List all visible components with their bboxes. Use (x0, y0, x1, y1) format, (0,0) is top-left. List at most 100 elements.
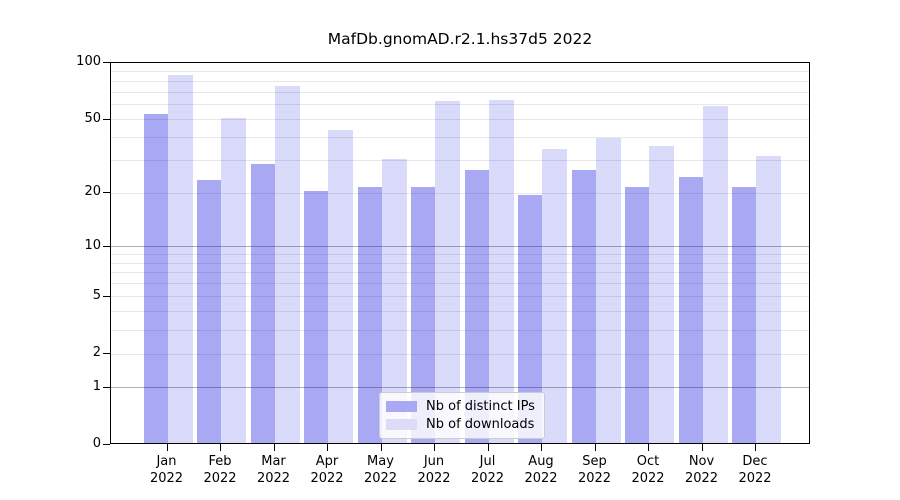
y-tick-mark (103, 192, 110, 193)
year-label: 2022 (470, 471, 505, 486)
minor-gridline (111, 80, 809, 82)
legend: Nb of distinct IPs Nb of downloads (379, 392, 545, 439)
plot-area (110, 62, 810, 444)
legend-label-distinct-ips: Nb of distinct IPs (426, 398, 535, 414)
year-label: 2022 (631, 471, 665, 486)
bar-downloads (649, 146, 674, 443)
chart-title: MafDb.gnomAD.r2.1.hs37d5 2022 (327, 30, 593, 48)
downloads-swatch-icon (386, 419, 417, 431)
minor-gridline (111, 137, 809, 139)
minor-gridline (111, 311, 809, 313)
x-tick-mark (648, 444, 649, 451)
x-tick-mark (755, 444, 756, 451)
bar-downloads (221, 117, 246, 443)
minor-gridline (111, 296, 809, 298)
year-label: 2022 (577, 471, 612, 486)
x-tick-label: Apr 2022 (292, 453, 362, 487)
month-label: Nov (688, 454, 715, 469)
minor-gridline (111, 283, 809, 285)
x-tick-mark (220, 444, 221, 451)
minor-gridline (111, 329, 809, 331)
minor-gridline (111, 253, 809, 255)
bar-downloads (167, 75, 193, 443)
minor-gridline (111, 119, 809, 121)
month-label: Feb (208, 454, 232, 469)
bar-distinct-ips (625, 187, 649, 443)
x-tick-label: Jun 2022 (399, 453, 469, 487)
y-tick-label: 2 (92, 345, 101, 361)
year-label: 2022 (738, 471, 772, 486)
bar-distinct-ips (732, 187, 756, 443)
y-tick-label: 100 (76, 54, 101, 69)
year-label: 2022 (684, 471, 719, 486)
y-tick-mark (103, 245, 110, 247)
bar-downloads (488, 100, 514, 443)
year-label: 2022 (417, 471, 451, 486)
bar-downloads (702, 105, 728, 443)
month-label: Aug (528, 454, 554, 469)
bar-distinct-ips (571, 170, 596, 443)
y-tick-label: 50 (84, 110, 101, 126)
x-tick-mark (327, 444, 328, 451)
legend-row: Nb of distinct IPs (386, 399, 536, 414)
y-tick-label: 0 (92, 436, 101, 451)
x-tick-mark (487, 444, 489, 451)
x-tick-mark (541, 444, 542, 451)
x-tick-label: May 2022 (346, 453, 416, 487)
x-tick-label: Dec 2022 (720, 453, 790, 487)
x-tick-mark (380, 444, 382, 451)
month-label: Jul (479, 454, 496, 469)
month-label: Dec (742, 454, 768, 469)
distinct-ips-swatch-icon (386, 400, 417, 412)
x-tick-label: Oct 2022 (613, 453, 683, 487)
minor-gridline (111, 160, 809, 162)
minor-gridline (111, 272, 809, 274)
bar-downloads (328, 129, 353, 443)
month-label: Sep (582, 454, 607, 469)
x-tick-label: Aug 2022 (506, 453, 576, 487)
legend-label-downloads: Nb of downloads (426, 417, 535, 433)
x-tick-label: Jul 2022 (453, 453, 523, 487)
y-tick-mark (103, 295, 110, 297)
minor-gridline (111, 104, 809, 106)
minor-gridline (111, 262, 809, 264)
year-label: 2022 (310, 471, 344, 486)
x-tick-mark (273, 444, 275, 451)
bar-downloads (756, 156, 781, 443)
major-gridline (111, 246, 809, 248)
x-tick-label: Jan 2022 (132, 453, 202, 487)
y-tick-mark (103, 62, 110, 63)
bar-distinct-ips (678, 176, 703, 443)
y-tick-mark (103, 353, 110, 355)
minor-gridline (111, 71, 809, 73)
month-label: Jun (423, 454, 445, 469)
y-tick-label: 5 (92, 287, 101, 303)
y-tick-mark (103, 118, 110, 120)
minor-gridline (111, 192, 809, 194)
bar-distinct-ips (304, 191, 328, 443)
x-tick-label: Mar 2022 (239, 453, 309, 487)
minor-gridline (111, 91, 809, 93)
bar-distinct-ips (250, 164, 275, 443)
year-label: 2022 (524, 471, 558, 486)
year-label: 2022 (149, 471, 184, 486)
bar-distinct-ips (197, 179, 221, 443)
major-gridline (111, 387, 809, 389)
x-tick-label: Sep 2022 (560, 453, 630, 487)
y-tick-label: 10 (84, 237, 101, 253)
minor-gridline (111, 353, 809, 355)
bar-downloads (542, 148, 567, 443)
year-label: 2022 (203, 471, 237, 486)
y-tick-mark (103, 386, 110, 388)
month-label: Jan (156, 454, 177, 469)
y-tick-label: 20 (84, 184, 101, 199)
x-tick-mark (701, 444, 703, 451)
y-tick-mark (103, 444, 110, 445)
x-tick-mark (594, 444, 596, 451)
bar-distinct-ips (357, 187, 382, 443)
x-tick-mark (434, 444, 435, 451)
y-tick-label: 1 (92, 378, 101, 394)
x-tick-label: Feb 2022 (185, 453, 255, 487)
year-label: 2022 (363, 471, 398, 486)
